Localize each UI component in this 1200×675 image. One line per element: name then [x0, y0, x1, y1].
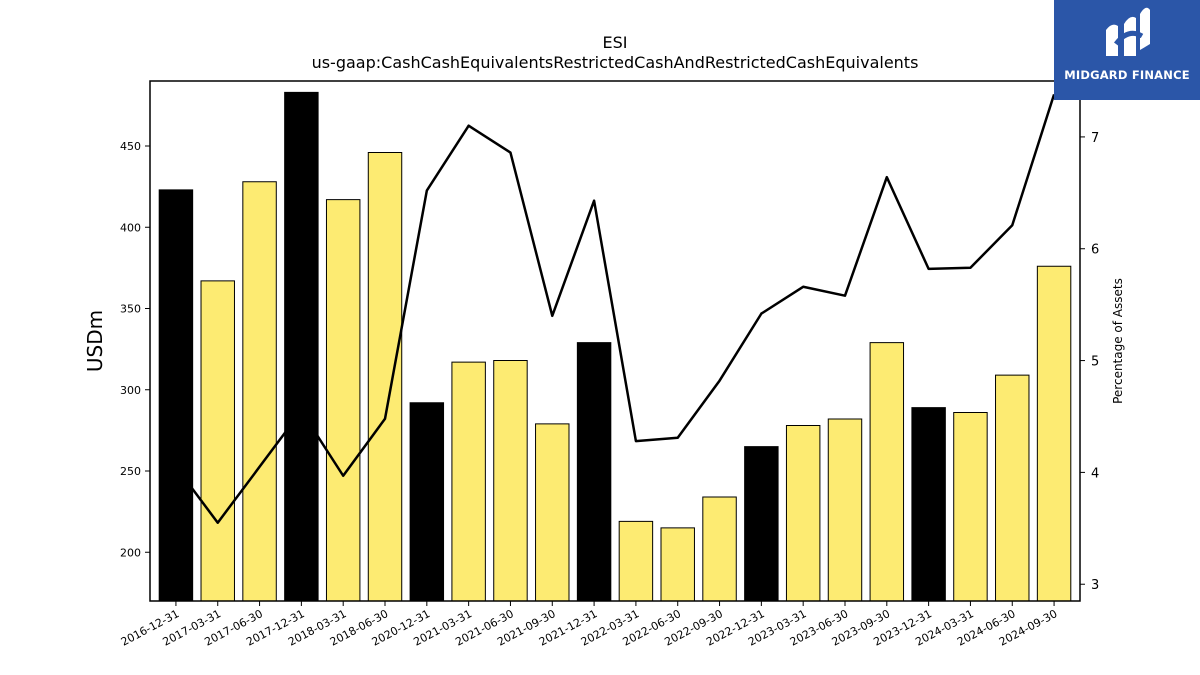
bar-2022-12-31 — [744, 446, 779, 602]
bar-2023-12-31 — [911, 407, 946, 602]
bar-2023-09-30 — [869, 342, 905, 602]
y-tick-label-200: 200 — [120, 546, 141, 559]
y2-axis-label: Percentage of Assets — [1111, 278, 1125, 404]
y2-tick-label-6: 6 — [1091, 243, 1099, 258]
bar-2017-03-31 — [200, 280, 235, 602]
bar-2024-06-30 — [995, 374, 1030, 602]
bar-2016-12-31 — [158, 189, 194, 602]
bar-2021-12-31 — [576, 342, 612, 602]
bar-2021-03-31 — [451, 361, 486, 602]
y-axis-label: USDm — [83, 310, 107, 372]
bar-2024-09-30 — [1036, 265, 1072, 602]
chart-title: ESI — [603, 33, 628, 52]
bar-2022-03-31 — [618, 520, 654, 602]
series-line — [174, 94, 1056, 524]
midgard-finance-logo: MIDGARD FINANCE — [1054, 0, 1200, 100]
bar-2023-03-31 — [785, 425, 821, 602]
bar-2017-12-31 — [284, 91, 319, 602]
logo-text: MIDGARD FINANCE — [1064, 68, 1190, 82]
percentage-line — [174, 94, 1056, 524]
plot-frame — [149, 80, 1081, 602]
bar-2018-03-31 — [325, 199, 361, 602]
bar-2018-06-30 — [367, 152, 403, 602]
bars — [158, 91, 1072, 602]
bar-2024-03-31 — [953, 412, 988, 602]
logo-mark-icon — [1106, 7, 1150, 56]
y2-tick-label-5: 5 — [1091, 355, 1099, 370]
y2-tick-label-7: 7 — [1091, 131, 1099, 146]
y-tick-label-400: 400 — [120, 221, 141, 234]
bar-2017-06-30 — [242, 181, 277, 602]
bar-2021-09-30 — [535, 423, 570, 602]
y2-tick-label-4: 4 — [1091, 466, 1099, 481]
y-tick-label-450: 450 — [120, 140, 141, 153]
y-tick-label-250: 250 — [120, 465, 141, 478]
bar-2020-12-31 — [409, 402, 445, 602]
chart-subtitle: us-gaap:CashCashEquivalentsRestrictedCas… — [312, 53, 919, 72]
bar-2022-09-30 — [702, 496, 737, 602]
bar-2023-06-30 — [827, 418, 863, 602]
y2-tick-label-3: 3 — [1091, 578, 1099, 593]
y-tick-label-350: 350 — [120, 303, 141, 316]
y-tick-label-300: 300 — [120, 384, 141, 397]
bar-2021-06-30 — [493, 360, 528, 602]
bar-2022-06-30 — [660, 527, 695, 602]
